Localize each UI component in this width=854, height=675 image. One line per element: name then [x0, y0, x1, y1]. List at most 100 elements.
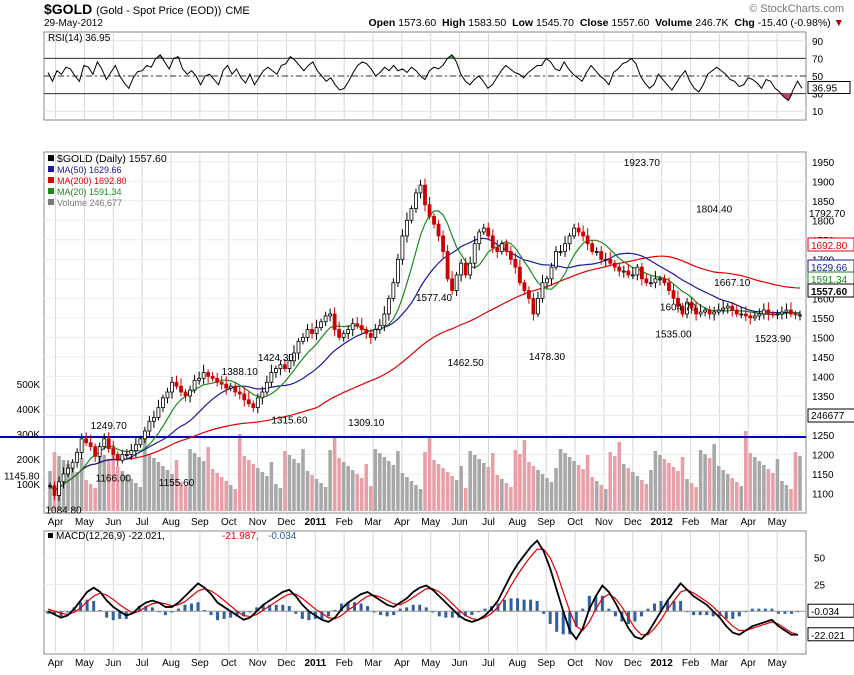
volume-bar	[536, 470, 540, 511]
macd-histogram-bar	[294, 611, 298, 614]
volume-bar	[206, 447, 210, 511]
volume-bar	[287, 455, 292, 511]
macd-tick-label: 25	[814, 580, 826, 591]
volume-bar	[310, 475, 314, 511]
rsi-tick-label: 50	[812, 72, 824, 83]
price-candle-body	[649, 282, 653, 285]
price-candle-body	[215, 377, 220, 383]
price-legend-label: Volume 246,677	[57, 198, 122, 208]
volume-bar	[531, 466, 536, 511]
price-month-label: Jul	[482, 517, 495, 528]
price-candle-body	[405, 219, 409, 237]
volume-bar	[463, 488, 468, 511]
rsi-value-label: 36.95	[812, 83, 837, 94]
volume-bar	[296, 463, 301, 511]
price-annotation-label: 1577.40	[416, 293, 453, 304]
volume-bar	[97, 451, 102, 511]
rsi-value-tag	[807, 80, 851, 94]
volume-bar	[490, 453, 495, 511]
price-candle-body	[147, 420, 152, 432]
price-candle-body	[481, 227, 486, 233]
chg-down-arrow-icon: ▼	[833, 17, 844, 29]
volume-bar	[671, 467, 676, 511]
volume-bar	[147, 454, 152, 511]
macd-histogram-bar	[581, 608, 585, 612]
volume-bar	[274, 484, 278, 511]
macd-histogram-bar	[463, 611, 467, 617]
volume-bar	[725, 474, 730, 511]
price-candle-body	[752, 315, 757, 319]
price-candle-body	[540, 282, 545, 299]
volume-bar	[649, 470, 653, 511]
price-candle-body	[156, 407, 161, 418]
price-candle-body	[377, 325, 382, 330]
price-annotation-label: 1604.70	[660, 303, 697, 314]
volume-bar	[79, 458, 84, 511]
macd-histogram-bar	[561, 611, 565, 635]
price-candle-body	[427, 204, 432, 217]
volume-bar	[432, 460, 436, 511]
volume-bar	[771, 473, 775, 511]
macd-histogram-bar	[333, 609, 337, 612]
macd-histogram-bar	[326, 611, 330, 617]
volume-bar	[224, 481, 228, 511]
price-candle-body	[323, 315, 328, 323]
macd-tick-label: 50	[814, 554, 826, 565]
price-candle-body	[712, 311, 717, 315]
price-candle-body	[766, 309, 771, 315]
volume-bar	[301, 449, 305, 511]
macd-histogram-bar	[242, 611, 246, 617]
volume-bar	[88, 484, 93, 511]
price-month-label: Sep	[191, 517, 209, 528]
macd-histogram-bar	[542, 611, 546, 614]
price-tick-label: 1450	[812, 353, 835, 364]
price-tick-label: 1500	[812, 333, 835, 344]
price-candle-body	[70, 461, 75, 469]
ma200-line	[49, 255, 801, 492]
volume-bar	[486, 467, 491, 511]
macd-histogram-bar	[594, 595, 598, 612]
price-candle-body	[671, 290, 676, 299]
macd-month-label: Oct	[567, 658, 583, 669]
price-tick-label: 1800	[812, 216, 835, 227]
price-candle-body	[554, 251, 558, 268]
price-candle-body	[513, 258, 518, 268]
price-annotation-label: 1084.80	[45, 505, 82, 516]
volume-bar	[626, 468, 631, 511]
volume-tick-label: 200K	[17, 455, 41, 466]
macd-month-label: Sep	[191, 658, 209, 669]
macd-month-label: Jul	[482, 658, 495, 669]
price-candle-body	[97, 446, 102, 457]
price-candle-body	[233, 385, 238, 393]
volume-bar	[48, 471, 52, 511]
volume-tick-label: 500K	[17, 380, 41, 391]
volume-bar	[414, 485, 418, 511]
price-value-tag-label: 1629.66	[811, 263, 848, 274]
price-candle-body	[120, 454, 125, 461]
price-month-label: Aug	[162, 517, 180, 528]
volume-bar	[477, 459, 481, 511]
price-candle-body	[197, 377, 201, 381]
price-candle-body	[48, 485, 52, 488]
volume-bar	[93, 488, 97, 511]
macd-month-label: Oct	[221, 658, 237, 669]
price-candle-body	[79, 438, 84, 453]
high-label: High	[442, 17, 466, 29]
macd-signal-label: -21.987,	[222, 531, 259, 542]
price-legend-label: MA(20) 1591.34	[57, 187, 122, 197]
volume-bar	[188, 449, 192, 511]
volume-bar	[233, 489, 238, 511]
price-candle-body	[314, 327, 319, 334]
volume-bar	[201, 461, 206, 511]
macd-histogram-bar	[705, 611, 709, 616]
macd-histogram-bar	[203, 609, 207, 612]
price-candle-body	[694, 307, 698, 315]
price-month-label: Sep	[537, 517, 555, 528]
macd-histogram-bar	[222, 611, 226, 619]
volume-bar	[247, 460, 251, 511]
volume-bar	[215, 473, 219, 511]
macd-month-label: 2012	[651, 658, 674, 669]
price-tick-label: 1550	[812, 314, 835, 325]
volume-bar	[197, 457, 201, 511]
price-candle-body	[761, 309, 766, 315]
